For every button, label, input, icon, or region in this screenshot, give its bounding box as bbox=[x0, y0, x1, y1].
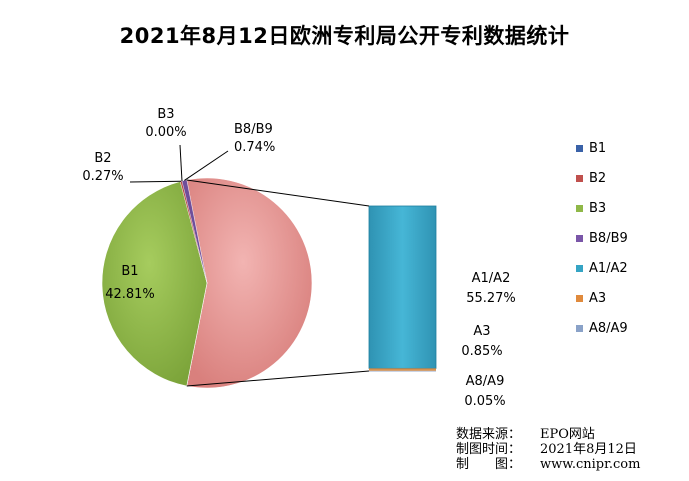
data-label-a1a2-value: 55.27% bbox=[466, 291, 516, 306]
footer-maker-value: www.cnipr.com bbox=[540, 457, 641, 472]
footer-time-key: 制图时间： bbox=[456, 442, 522, 457]
data-label-a3-name: A3 bbox=[473, 324, 490, 339]
legend-swatch bbox=[576, 294, 583, 302]
data-label-b1-name: B1 bbox=[121, 264, 138, 279]
footer: 数据来源： EPO网站 制图时间： 2021年8月12日 制 图： www.cn… bbox=[456, 427, 640, 472]
legend-item-a3: A3 bbox=[576, 283, 628, 313]
legend-item-a8a9: A8/A9 bbox=[576, 313, 628, 343]
leader-line-b3 bbox=[179, 144, 183, 182]
legend-swatch bbox=[576, 264, 583, 272]
data-label-b2-value: 0.27% bbox=[82, 169, 123, 184]
data-label-b3-value: 0.00% bbox=[145, 125, 186, 140]
footer-time: 制图时间： 2021年8月12日 bbox=[456, 442, 640, 457]
legend-label: A3 bbox=[589, 290, 607, 306]
data-label-b8b9-name: B8/B9 bbox=[234, 122, 273, 137]
data-label-a1a2-name: A1/A2 bbox=[472, 271, 511, 286]
footer-source-key: 数据来源： bbox=[456, 427, 522, 442]
legend-swatch bbox=[576, 174, 583, 182]
legend-item-b8b9: B8/B9 bbox=[576, 223, 628, 253]
footer-maker: 制 图： www.cnipr.com bbox=[456, 457, 640, 472]
legend-item-b3: B3 bbox=[576, 193, 628, 223]
footer-maker-key: 制 图： bbox=[456, 457, 522, 472]
bar-segment-a8a9 bbox=[369, 370, 436, 372]
bar-segment-a3 bbox=[369, 368, 436, 371]
leader-line-b2 bbox=[129, 180, 182, 183]
pie-slice-b1 bbox=[101, 181, 208, 387]
legend-item-b1: B1 bbox=[576, 133, 628, 163]
legend-swatch bbox=[576, 144, 583, 152]
legend-label: B1 bbox=[589, 140, 607, 156]
data-label-b3-name: B3 bbox=[157, 107, 174, 122]
data-label-a8a9-value: 0.05% bbox=[464, 394, 505, 409]
legend-item-a1a2: A1/A2 bbox=[576, 253, 628, 283]
legend-label: A1/A2 bbox=[589, 260, 628, 276]
data-label-b2-name: B2 bbox=[94, 151, 111, 166]
chart-title: 2021年8月12日欧洲专利局公开专利数据统计 bbox=[119, 24, 570, 48]
footer-source-value: EPO网站 bbox=[540, 427, 595, 442]
data-label-a3-value: 0.85% bbox=[461, 344, 502, 359]
connector-line-top bbox=[186, 179, 370, 207]
data-label-b8b9-value: 0.74% bbox=[234, 140, 275, 155]
footer-source: 数据来源： EPO网站 bbox=[456, 427, 640, 442]
connector-line-bottom bbox=[186, 370, 370, 387]
legend-label: B2 bbox=[589, 170, 607, 186]
pie-slice-a bbox=[186, 177, 313, 389]
leader-line-b8b9 bbox=[184, 150, 229, 181]
legend-swatch bbox=[576, 234, 583, 242]
legend: B1 B2 B3 B8/B9 A1/A2 A3 A8/A9 bbox=[576, 133, 628, 343]
legend-item-b2: B2 bbox=[576, 163, 628, 193]
legend-label: A8/A9 bbox=[589, 320, 628, 336]
bar-segment-a1a2 bbox=[368, 205, 437, 369]
legend-label: B8/B9 bbox=[589, 230, 628, 246]
legend-swatch bbox=[576, 204, 583, 212]
data-label-b1-value: 42.81% bbox=[105, 287, 155, 302]
legend-swatch bbox=[576, 324, 583, 332]
footer-time-value: 2021年8月12日 bbox=[540, 442, 637, 457]
data-label-a8a9-name: A8/A9 bbox=[466, 374, 505, 389]
legend-label: B3 bbox=[589, 200, 607, 216]
